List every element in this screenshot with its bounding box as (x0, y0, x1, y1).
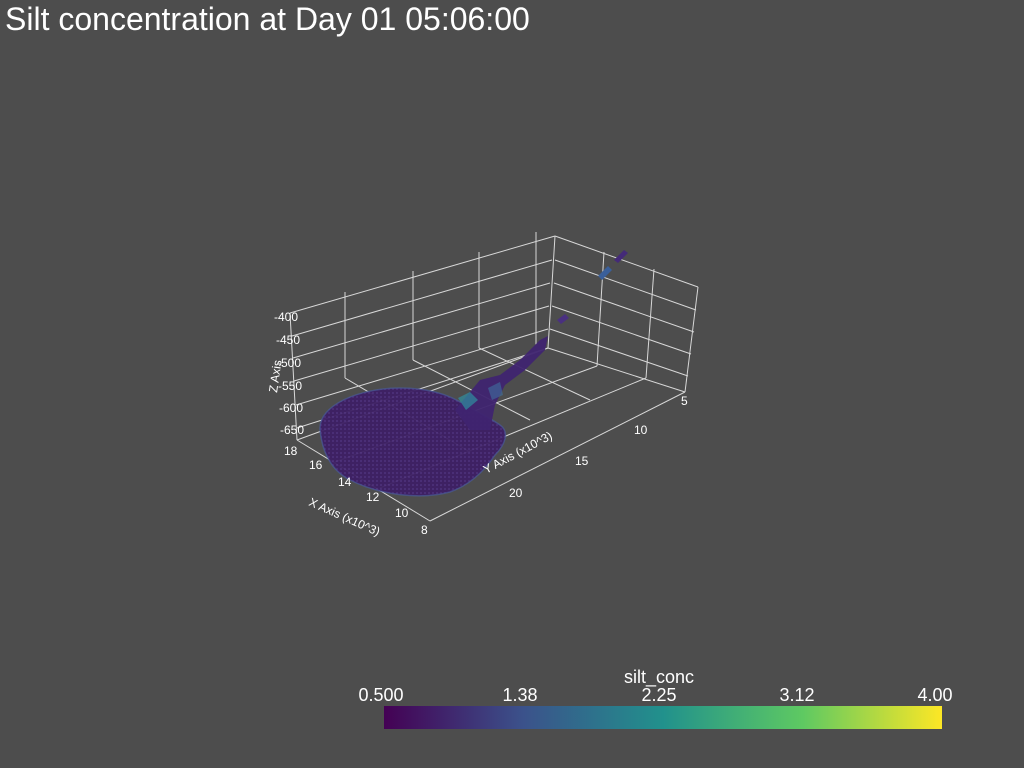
y-tick-label: 20 (509, 486, 523, 500)
grid-line (596, 251, 605, 367)
grid-line (478, 347, 591, 401)
colorbar-gradient (384, 706, 942, 729)
plume-channel (455, 336, 548, 430)
silt-plume (319, 250, 628, 497)
plume-channel-highlight (458, 392, 478, 410)
z-tick-label: -650 (280, 423, 304, 437)
z-tick-label: -550 (278, 379, 302, 393)
x-tick-label: 10 (395, 506, 409, 520)
plume-channel-highlight (488, 382, 503, 400)
z-tick-label: -400 (274, 310, 298, 324)
z-axis-label: Z Axis (266, 359, 284, 393)
plot-title: Silt concentration at Day 01 05:06:00 (5, 1, 530, 37)
plume-fragment (598, 266, 612, 280)
colorbar-tick-label: 2.25 (641, 685, 677, 705)
z-tick-label: -450 (276, 333, 300, 347)
grid-line (549, 328, 689, 377)
grid-line (547, 235, 556, 349)
grid-line (289, 312, 298, 441)
plume-edge (319, 387, 507, 497)
colorbar-title: silt_conc (624, 667, 695, 687)
x-tick-label: 16 (309, 458, 323, 472)
grid-line (551, 305, 692, 355)
y-tick-label: 5 (681, 394, 688, 408)
colorbar-tick-label: 0.500 (358, 685, 404, 705)
y-tick-label: 10 (634, 423, 648, 437)
grid-line (554, 235, 699, 288)
grid-line (295, 328, 549, 406)
grid-line (291, 259, 553, 337)
x-tick-label: 18 (284, 444, 298, 458)
grid-line (553, 282, 695, 333)
grid-line (412, 359, 531, 421)
grid-line (645, 268, 655, 379)
z-tick-label: -600 (279, 401, 303, 415)
grid-line (289, 235, 556, 314)
colorbar-tick-labels: 0.500 1.38 2.25 3.12 4.00 (340, 684, 980, 706)
colorbar-tick-label: 1.38 (502, 685, 538, 705)
grid-line (554, 259, 697, 311)
grid-line (292, 282, 551, 359)
grid-line (547, 347, 686, 393)
plume-fragment (614, 250, 628, 263)
y-tick-label: 15 (575, 454, 589, 468)
x-tick-label: 8 (421, 523, 428, 537)
colorbar-tick-label: 4.00 (917, 685, 953, 705)
x-tick-label: 12 (366, 490, 380, 504)
grid-line (684, 286, 699, 393)
grid-line (429, 391, 686, 522)
plume-fragment (557, 314, 569, 324)
z-tick-label: -500 (277, 356, 301, 370)
grid-line (293, 305, 550, 382)
x-tick-label: 14 (338, 475, 352, 489)
colorbar-tick-label: 3.12 (779, 685, 815, 705)
